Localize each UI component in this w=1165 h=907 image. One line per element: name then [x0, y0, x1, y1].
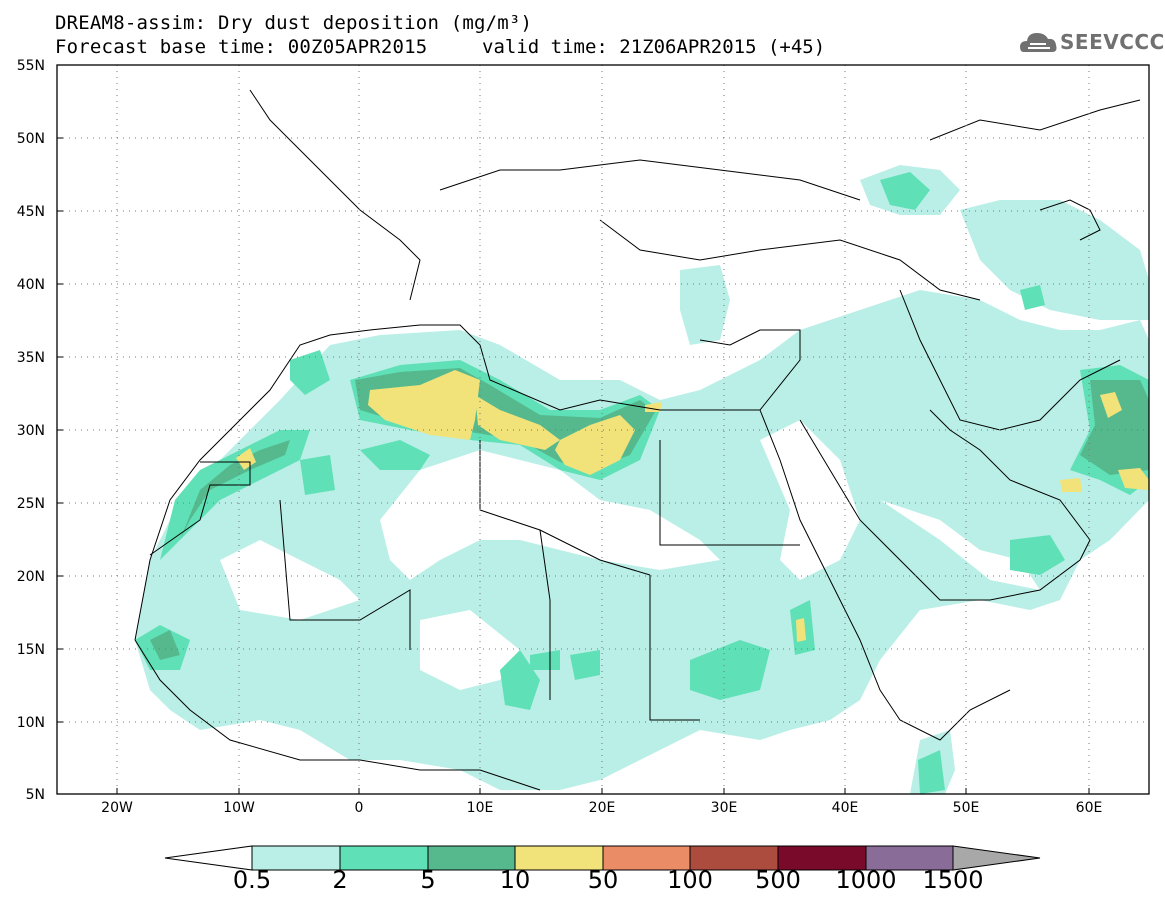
lon-label: 10E — [467, 800, 494, 816]
colorbar-high-arrow — [952, 845, 1041, 871]
forecast-base-time: Forecast base time: 00Z05APR2015 — [55, 36, 428, 58]
legend-level: 50 — [587, 866, 619, 894]
lat-label: 15N — [17, 642, 45, 658]
axis-ticks — [57, 64, 1090, 795]
logo-text: SEEVCCC — [1060, 30, 1165, 54]
colorbar — [164, 845, 1041, 871]
lon-label: 10W — [223, 800, 255, 816]
colorbar-swatch — [251, 845, 341, 871]
dust-contours — [135, 165, 1149, 794]
lat-label: 35N — [17, 350, 45, 366]
colorbar-swatch — [602, 845, 691, 871]
lon-label: 20W — [101, 800, 133, 816]
colorbar-swatch — [777, 845, 867, 871]
lat-label: 55N — [17, 58, 45, 74]
legend-level: 1500 — [922, 866, 984, 894]
legend-level: 1000 — [835, 866, 897, 894]
lat-label: 50N — [17, 131, 45, 147]
lat-label: 30N — [17, 423, 45, 439]
map-title: DREAM8-assim: Dry dust deposition (mg/m³… — [55, 12, 533, 34]
colorbar-swatch — [514, 845, 604, 871]
lon-label: 20E — [589, 800, 616, 816]
legend-level: 10 — [499, 866, 531, 894]
lon-label: 0 — [355, 800, 364, 816]
legend-level: 0.5 — [232, 866, 272, 894]
legend-level: 500 — [755, 866, 801, 894]
lon-label: 30E — [711, 800, 738, 816]
lat-label: 20N — [17, 569, 45, 585]
colorbar-swatch — [427, 845, 516, 871]
lat-labels: 55N 50N 45N 40N 35N 30N 25N 20N 15N 10N … — [17, 58, 45, 803]
colorbar-swatch — [339, 845, 429, 871]
lat-label: 5N — [26, 787, 45, 803]
valid-time: valid time: 21Z06APR2015 (+45) — [482, 36, 826, 58]
cloud-logo-icon — [1020, 33, 1057, 52]
coastlines — [134, 89, 1141, 791]
lon-label: 60E — [1076, 800, 1103, 816]
lon-labels: 20W 10W 0 10E 20E 30E 40E 50E 60E — [101, 800, 1102, 816]
legend-level: 2 — [332, 866, 348, 894]
lon-label: 40E — [832, 800, 859, 816]
legend-level: 5 — [420, 866, 436, 894]
lat-label: 10N — [17, 715, 45, 731]
lat-label: 45N — [17, 204, 45, 220]
lat-label: 40N — [17, 277, 45, 293]
lon-label: 50E — [953, 800, 980, 816]
legend-level: 100 — [667, 866, 713, 894]
colorbar-swatch — [865, 845, 954, 871]
graticule — [57, 65, 1149, 794]
lat-label: 25N — [17, 496, 45, 512]
